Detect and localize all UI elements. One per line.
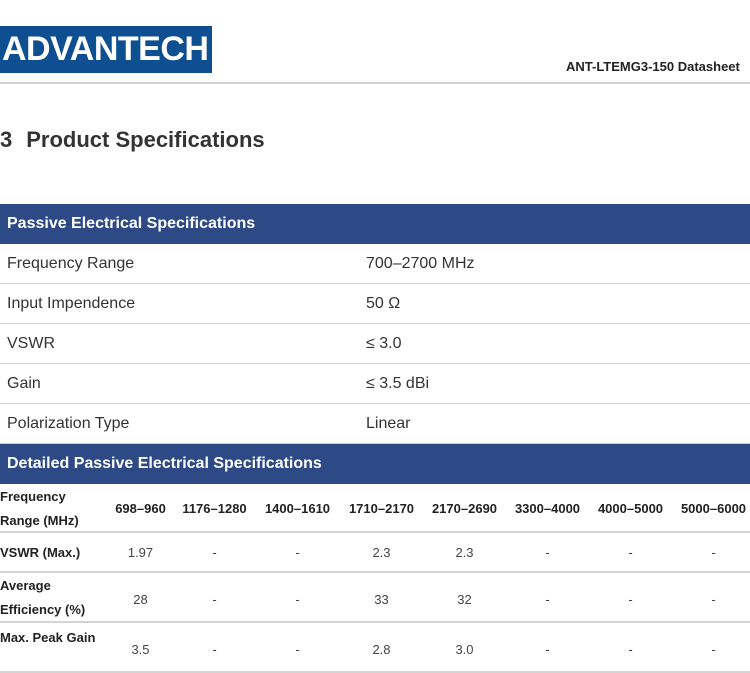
table-cell: 28 <box>133 592 148 607</box>
table-cell: - <box>545 545 550 560</box>
advantech-logo: ADVANTECH <box>0 26 212 73</box>
spec-row: Polarization Type Linear <box>0 404 750 444</box>
table-cell: 1.97 <box>127 545 154 560</box>
table-cell: - <box>628 545 633 560</box>
spec-label: VSWR <box>7 335 55 352</box>
table-cell: - <box>545 592 550 607</box>
table-row: Max. Peak Gain 3.5- -2.8 3.0- - - <box>0 623 750 673</box>
spec-label: Gain <box>7 375 41 392</box>
row-label-line: Frequency <box>0 488 66 504</box>
spec-row: Frequency Range 700–2700 MHz <box>0 244 750 284</box>
spec-row: Input Impendence 50 Ω <box>0 284 750 324</box>
header-divider <box>0 82 750 84</box>
spec-label: Input Impendence <box>7 295 136 312</box>
detailed-specs-table: Frequency Range (MHz) 698–960 1176–1280 1400… <box>0 484 750 673</box>
spec-value: ≤ 3.0 <box>366 335 402 352</box>
table-cell: 1710–2170 <box>348 500 415 516</box>
table-cell: - <box>628 592 633 607</box>
table-cell: - <box>295 592 300 607</box>
spec-label: Frequency Range <box>7 255 135 272</box>
table-cell: 1176–1280 <box>182 500 247 516</box>
section-title: 3 Product Specifications <box>0 127 265 153</box>
row-label-line: Max. Peak Gain <box>0 630 96 645</box>
table-cell: 32 <box>457 592 472 607</box>
table-cell: 698–960 <box>115 500 166 516</box>
row-label: VSWR (Max.) <box>0 541 108 565</box>
row-label: Max. Peak Gain <box>0 626 108 650</box>
row-label: Average Efficiency (%) <box>0 574 108 622</box>
table-cell: - <box>295 545 300 560</box>
spec-label: Polarization Type <box>7 415 130 432</box>
table-cell: - <box>711 545 716 560</box>
table-cell: 5000–6000 <box>680 500 747 516</box>
table-cell: 33 <box>374 592 389 607</box>
row-label-line: VSWR (Max.) <box>0 545 81 560</box>
spec-row: VSWR ≤ 3.0 <box>0 324 750 364</box>
row-label-line: Efficiency (%) <box>0 602 86 617</box>
document-name: ANT-LTEMG3-150 Datasheet <box>566 59 740 74</box>
passive-specs-header: Passive Electrical Specifications <box>0 204 750 244</box>
spec-value: 50 Ω <box>366 295 401 312</box>
table-cell: 2170–2690 <box>431 500 498 516</box>
table-cell: - <box>212 592 217 607</box>
table-cell: 2.3 <box>372 545 391 560</box>
table-row: Average Efficiency (%) 28 - - 33 32 - - - <box>0 573 750 623</box>
table-cell: 4000–5000 <box>597 500 664 516</box>
section-title-text: Product Specifications <box>26 127 265 152</box>
row-label-line: Average <box>0 578 51 593</box>
row-label-line: Range (MHz) <box>0 512 79 528</box>
section-number: 3 <box>0 127 13 152</box>
spec-value: Linear <box>366 415 411 432</box>
table-cell: - <box>212 545 217 560</box>
spec-value: ≤ 3.5 dBi <box>366 375 430 392</box>
table-cell: - <box>711 592 716 607</box>
table-cell: 2.3 <box>455 545 474 560</box>
table-cell: 3300–4000 <box>514 500 581 516</box>
row-label: Frequency Range (MHz) <box>0 485 108 533</box>
table-row: VSWR (Max.) 1.97 - - 2.3 2.3 - - - <box>0 533 750 573</box>
table-header-row: Frequency Range (MHz) 698–960 1176–1280 1400… <box>0 484 750 533</box>
detailed-specs-header: Detailed Passive Electrical Specificatio… <box>0 444 750 484</box>
spec-value: 700–2700 MHz <box>366 255 475 272</box>
spec-row: Gain ≤ 3.5 dBi <box>0 364 750 404</box>
table-cell: 1400–1610 <box>264 500 331 516</box>
